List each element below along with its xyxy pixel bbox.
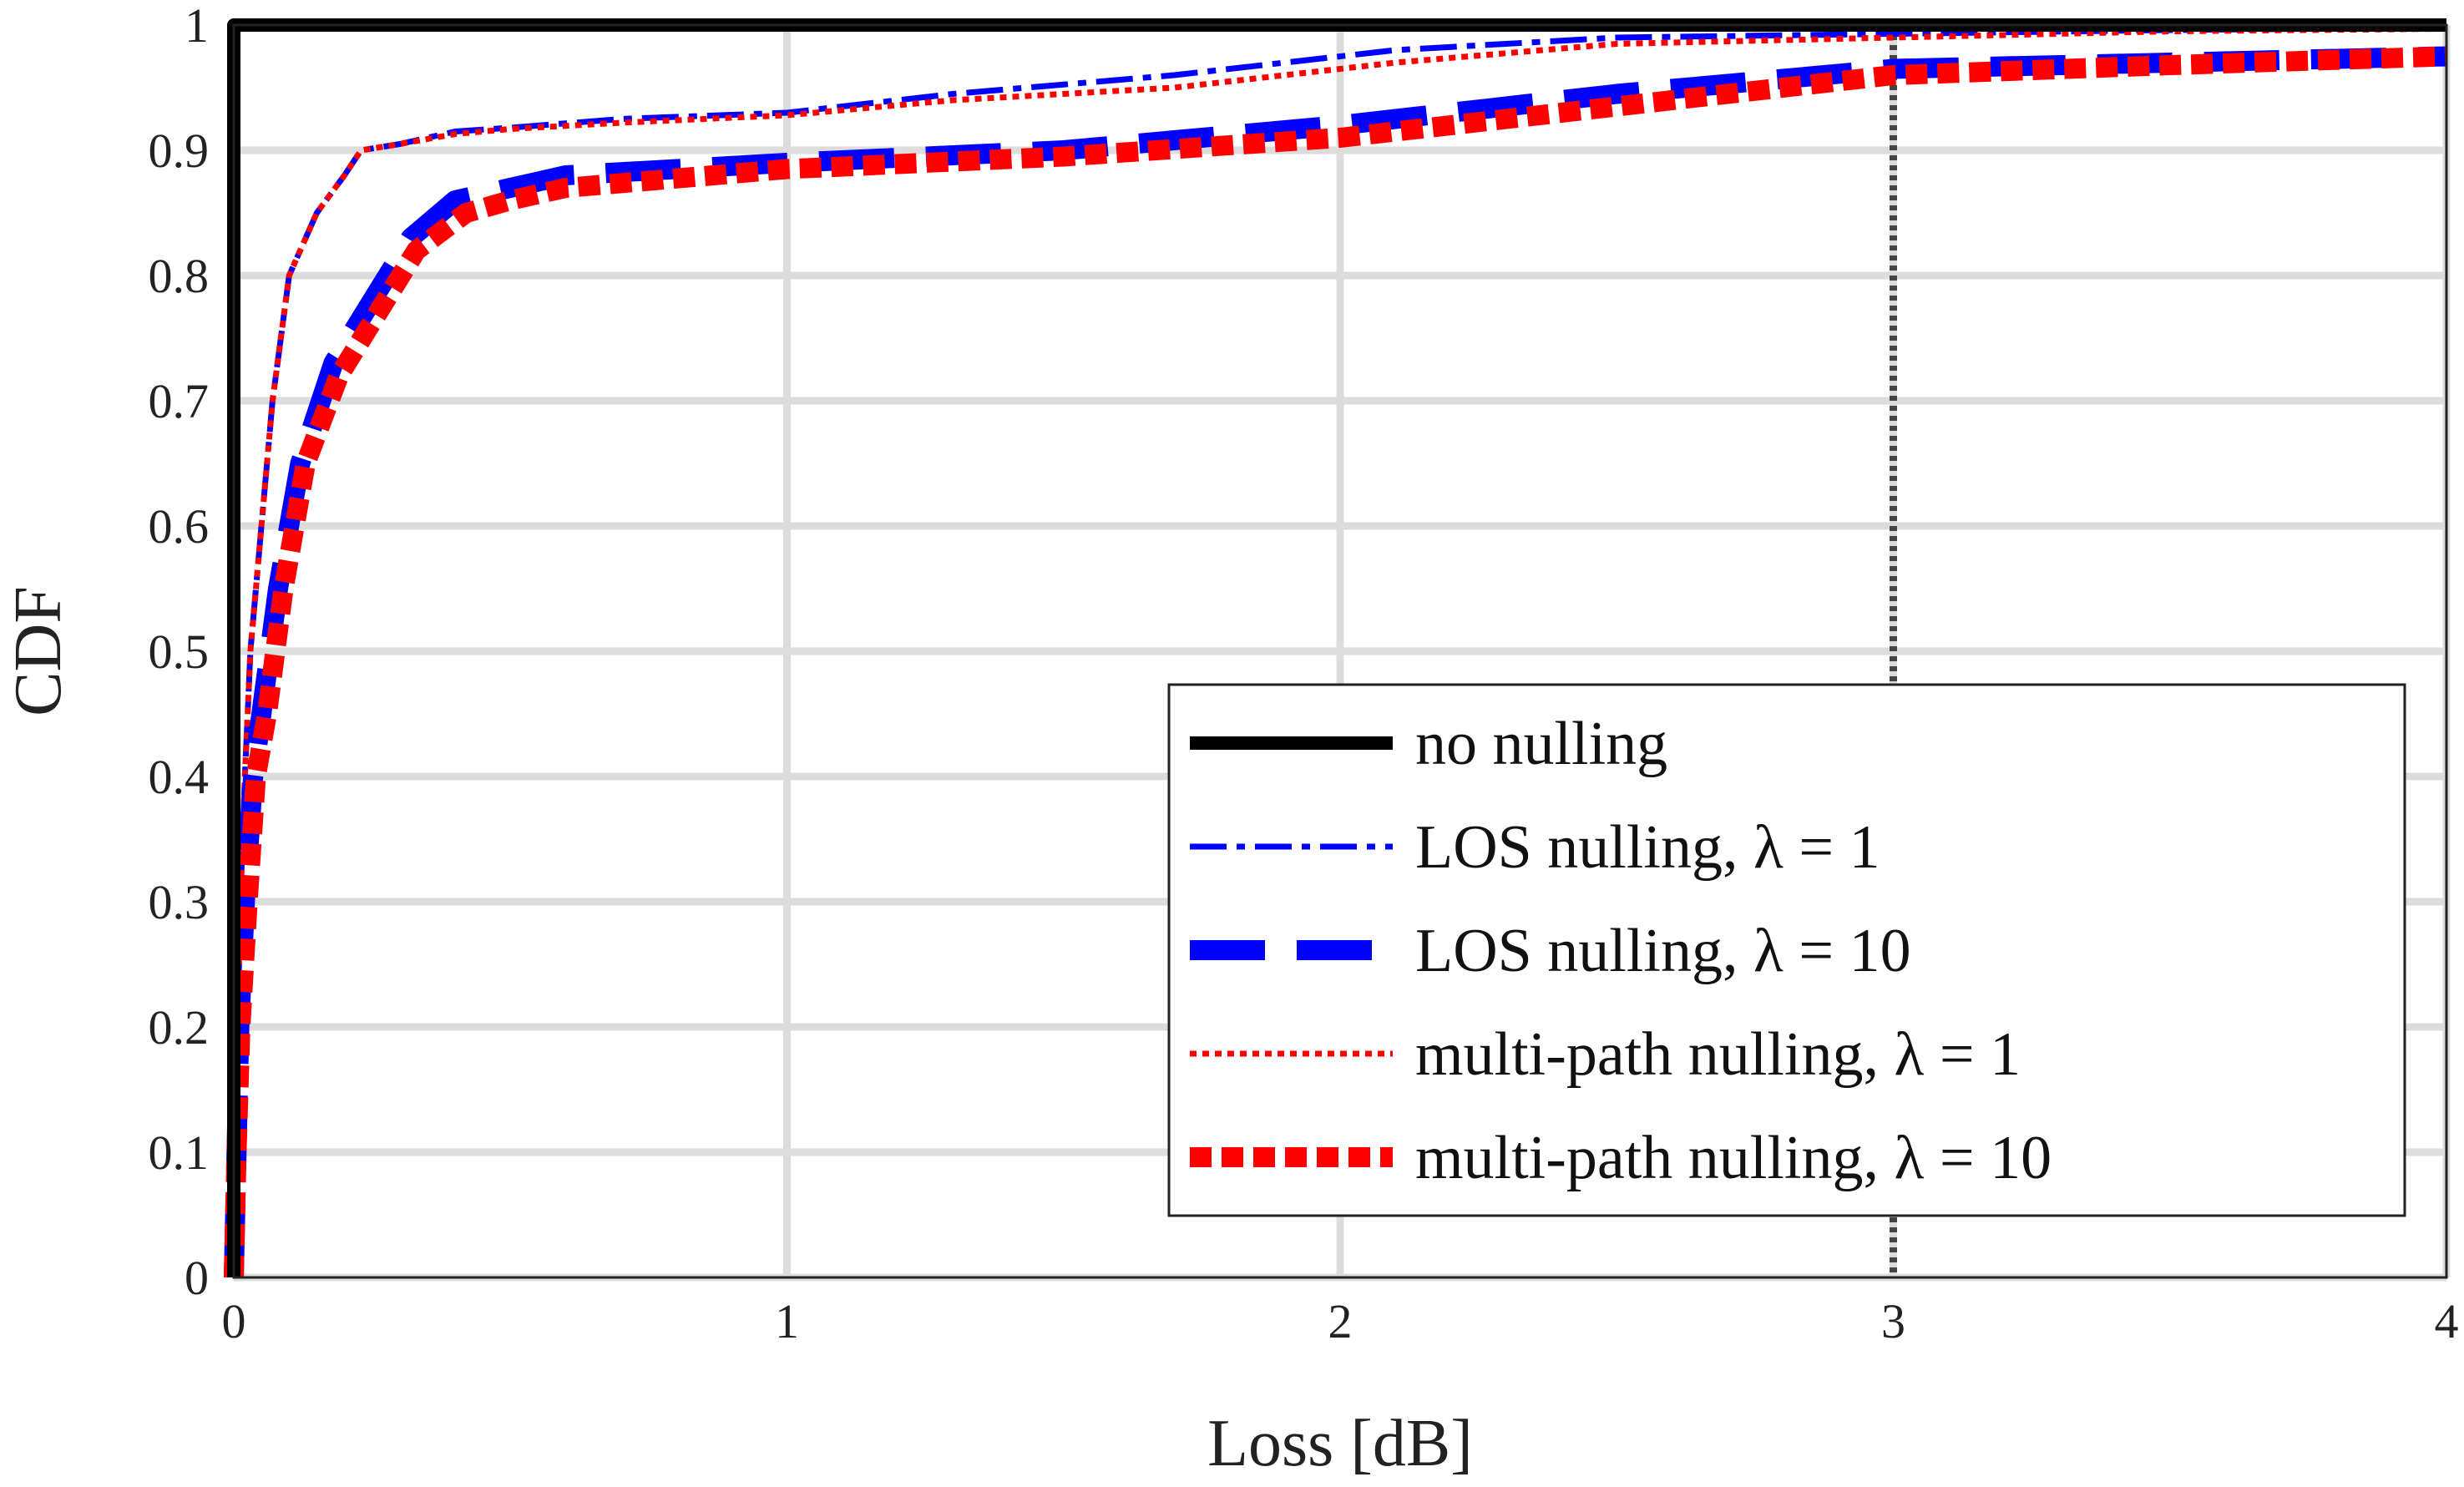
legend-label: LOS nulling, λ = 10 <box>1415 917 1911 985</box>
legend-label: no nulling <box>1415 710 1667 778</box>
y-tick-label: 0.4 <box>149 750 210 804</box>
x-tick-label: 1 <box>775 1294 799 1348</box>
y-tick-label: 0.3 <box>149 875 210 929</box>
x-tick-label: 0 <box>222 1294 246 1348</box>
series-line-2 <box>224 46 2447 1278</box>
legend: no nulling LOS nulling, λ = 1 LOS nulling,… <box>1167 683 2406 1217</box>
plot-frame <box>232 23 2448 1279</box>
y-axis-title: CDF <box>2 586 75 716</box>
legend-label: LOS nulling, λ = 1 <box>1415 813 1880 882</box>
y-tick-label: 0.5 <box>149 625 210 679</box>
legend-items: no nulling LOS nulling, λ = 1 LOS nulling,… <box>1190 710 2052 1192</box>
legend-box <box>1167 683 2406 1217</box>
x-axis-title: Loss [dB] <box>1207 1407 1473 1480</box>
y-tick-label: 0.1 <box>149 1125 210 1180</box>
series-line-1 <box>230 24 2447 1278</box>
y-tick-label: 0.8 <box>149 249 210 303</box>
y-tick-label: 0.2 <box>149 1000 210 1055</box>
y-tick-label: 0.7 <box>149 374 210 428</box>
y-tick-label: 0 <box>185 1251 209 1305</box>
legend-label: multi-path nulling, λ = 1 <box>1415 1020 2021 1089</box>
y-tick-label: 0.9 <box>149 124 210 178</box>
x-tick-label: 2 <box>1328 1294 1353 1348</box>
x-tick-label: 3 <box>1881 1294 1905 1348</box>
series-line-4 <box>224 46 2447 1278</box>
y-tick-label: 1 <box>185 0 209 53</box>
tick-labels: 0 1 2 3 4 0 0.1 0.2 0.3 0.4 0.5 0.6 0.7 0.8 0.9 1 <box>149 0 2459 1348</box>
legend-label: multi-path nulling, λ = 10 <box>1415 1124 2052 1192</box>
y-tick-label: 0.6 <box>149 499 210 554</box>
x-tick-label: 4 <box>2435 1294 2459 1348</box>
